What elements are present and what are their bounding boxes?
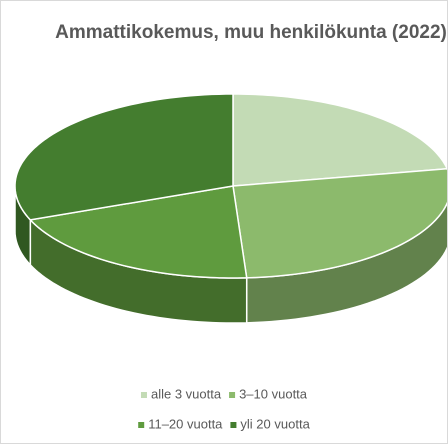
legend-swatch — [140, 392, 147, 398]
legend-label: 11–20 vuotta — [148, 416, 223, 431]
legend-label: 3–10 vuotta — [239, 386, 308, 401]
slice — [28, 185, 248, 279]
legend-swatch — [230, 422, 237, 428]
slice — [232, 168, 447, 279]
chart-title: Ammattikokemus, muu henkilökunta (2022) — [55, 22, 447, 43]
legend-label: alle 3 vuotta — [151, 386, 222, 401]
legend-swatch — [138, 422, 145, 428]
slice — [14, 93, 234, 221]
legend-swatch — [229, 392, 236, 398]
legend-label: yli 20 vuotta — [240, 416, 310, 431]
slice — [232, 93, 447, 187]
